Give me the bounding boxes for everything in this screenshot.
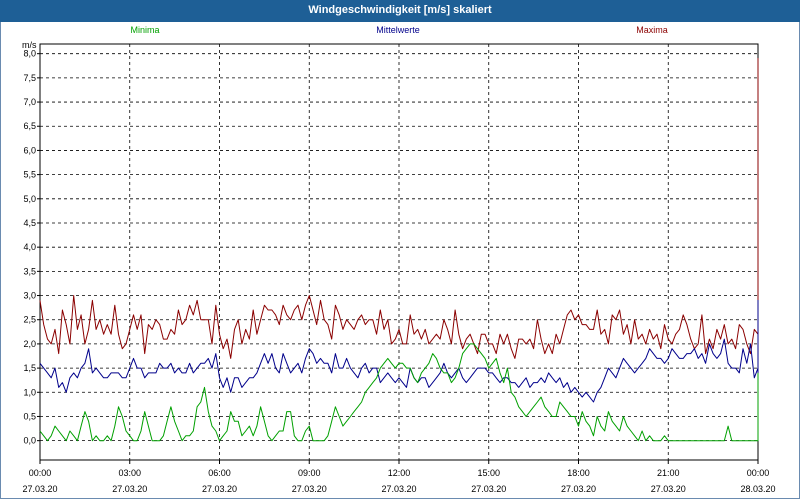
x-tick-time-label: 03:00 [118,468,141,478]
x-axis: 00:00 27.03.20 03:00 27.03.20 06:00 27.03.20 0… [22,460,776,494]
x-tick-date-label: 27.03.20 [381,484,416,494]
y-tick-label: 1,5 [23,363,36,373]
x-tick-time-label: 00:00 [747,468,770,478]
y-tick-label: 3,5 [23,266,36,276]
x-tick-time-label: 09:00 [298,468,321,478]
x-tick-date-label: 27.03.20 [651,484,686,494]
y-axis-unit: m/s [22,40,37,50]
x-tick-time-label: 12:00 [388,468,411,478]
y-axis: 0,0 0,5 1,0 1,5 2,0 2,5 3,0 3,5 4,0 4,5 5,0 5,5 6,0 6… [23,49,40,446]
x-tick-time-label: 00:00 [29,468,52,478]
x-tick-date-label: 27.03.20 [561,484,596,494]
y-tick-label: 5,0 [23,194,36,204]
y-tick-label: 5,5 [23,170,36,180]
y-tick-label: 0,0 [23,436,36,446]
y-tick-label: 7,0 [23,97,36,107]
x-tick-date-label: 27.03.20 [292,484,327,494]
x-tick-time-label: 21:00 [657,468,680,478]
x-tick-date-label: 27.03.20 [202,484,237,494]
series-line-minima [39,343,759,442]
y-tick-label: 0,5 [23,411,36,421]
x-tick-date-label: 27.03.20 [471,484,506,494]
x-tick-date-label: 28.03.20 [740,484,775,494]
y-tick-label: 4,5 [23,218,36,228]
y-tick-label: 3,0 [23,291,36,301]
y-tick-label: 8,0 [23,49,36,59]
y-tick-label: 1,0 [23,387,36,397]
x-tick-date-label: 27.03.20 [22,484,57,494]
legend-entry-maxima: Maxima [636,25,668,35]
y-tick-label: 4,0 [23,242,36,252]
legend-entry-mittelwerte: Mittelwerte [376,25,420,35]
window-title: Windgeschwindigkeit [m/s] skaliert [0,0,800,22]
y-tick-label: 7,5 [23,73,36,83]
y-tick-label: 2,5 [23,315,36,325]
legend-entry-minima: Minima [130,25,159,35]
series-line-maxima [39,58,759,384]
legend: Maxima Mittelwerte Minima [130,25,667,35]
y-tick-label: 6,5 [23,121,36,131]
x-tick-time-label: 18:00 [567,468,590,478]
y-tick-label: 2,0 [23,339,36,349]
series-lines [39,58,759,442]
x-tick-time-label: 15:00 [477,468,500,478]
y-tick-label: 6,0 [23,145,36,155]
x-tick-date-label: 27.03.20 [112,484,147,494]
x-tick-time-label: 06:00 [208,468,231,478]
